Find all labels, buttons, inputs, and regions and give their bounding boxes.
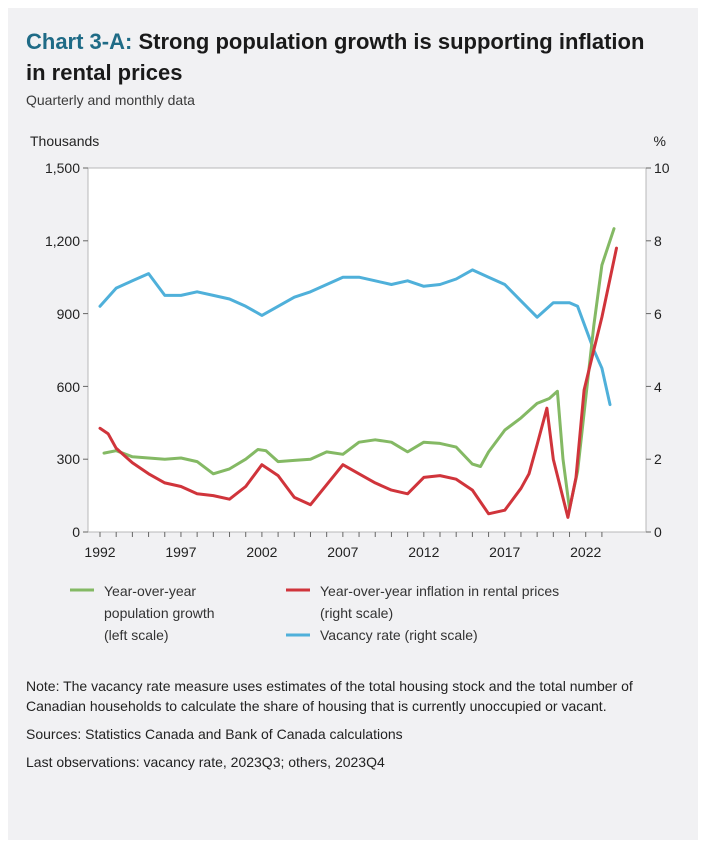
legend: Year-over-year population growth (left s… bbox=[70, 583, 559, 643]
right-tick: 4 bbox=[654, 379, 662, 395]
chart-notes: Note: The vacancy rate measure uses esti… bbox=[26, 676, 676, 780]
right-tick: 0 bbox=[654, 524, 662, 540]
left-tick: 600 bbox=[57, 379, 81, 395]
right-tick: 2 bbox=[654, 451, 662, 467]
x-tick-label: 1997 bbox=[165, 544, 196, 560]
left-tick: 300 bbox=[57, 451, 81, 467]
tick-marks bbox=[83, 167, 651, 537]
legend-label-rental: (right scale) bbox=[320, 605, 393, 621]
right-tick: 8 bbox=[654, 233, 662, 249]
sources-text: Sources: Statistics Canada and Bank of C… bbox=[26, 726, 403, 742]
left-tick: 0 bbox=[72, 524, 80, 540]
note-text: Note: The vacancy rate measure uses esti… bbox=[26, 678, 633, 714]
legend-label-vacancy: Vacancy rate (right scale) bbox=[320, 627, 478, 643]
x-tick-label: 2017 bbox=[489, 544, 520, 560]
left-tick: 1,500 bbox=[45, 160, 80, 176]
series-line-vacancy-rate bbox=[98, 268, 612, 407]
left-tick: 1,200 bbox=[45, 233, 80, 249]
x-axis-ticks: 1992 1997 2002 2007 2012 2017 2022 bbox=[84, 544, 601, 560]
last-observations-text: Last observations: vacancy rate, 2023Q3;… bbox=[26, 754, 385, 770]
x-tick-label: 1992 bbox=[84, 544, 115, 560]
x-tick-label: 2002 bbox=[246, 544, 277, 560]
legend-label-population: population growth bbox=[104, 605, 215, 621]
left-tick: 900 bbox=[57, 306, 81, 322]
series-line-rental-inflation bbox=[98, 246, 618, 519]
legend-label-population: Year-over-year bbox=[104, 583, 196, 599]
x-tick-label: 2007 bbox=[327, 544, 358, 560]
legend-label-population: (left scale) bbox=[104, 627, 169, 643]
right-axis-label: % bbox=[654, 133, 666, 149]
right-tick: 10 bbox=[654, 160, 670, 176]
right-tick: 6 bbox=[654, 306, 662, 322]
legend-label-rental: Year-over-year inflation in rental price… bbox=[320, 583, 559, 599]
x-tick-label: 2012 bbox=[408, 544, 439, 560]
chart-subtitle: Quarterly and monthly data bbox=[26, 92, 195, 108]
chart-title: Chart 3-A: Strong population growth is s… bbox=[26, 26, 666, 88]
plot-area bbox=[87, 167, 647, 533]
series-line-population-growth bbox=[102, 227, 616, 511]
chart-title-text: Strong population growth is supporting i… bbox=[26, 29, 645, 85]
x-tick-label: 2022 bbox=[570, 544, 601, 560]
left-axis-label: Thousands bbox=[30, 133, 99, 149]
chart-number: Chart 3-A: bbox=[26, 29, 133, 54]
